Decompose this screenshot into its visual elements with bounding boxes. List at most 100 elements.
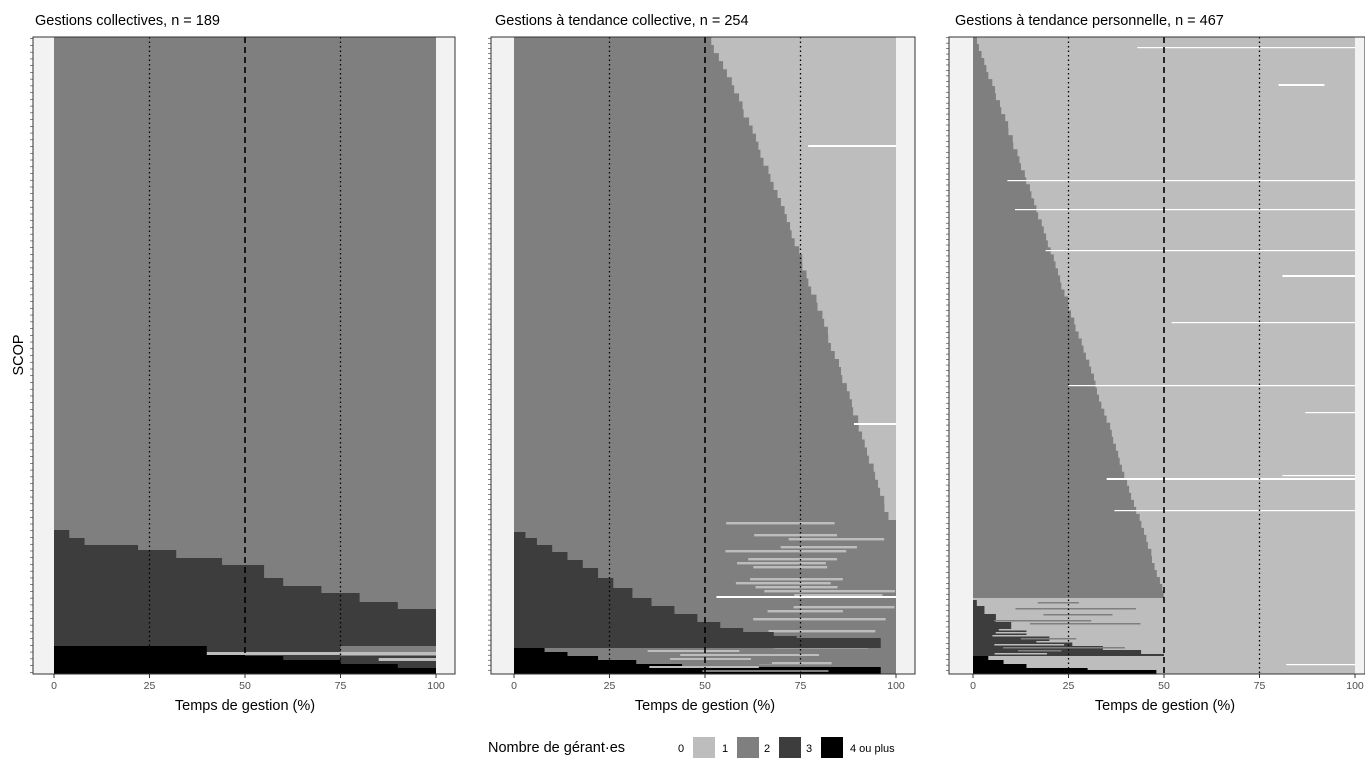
seq-row — [1043, 614, 1113, 616]
seq-row — [766, 574, 843, 577]
seq-level-0-segment — [1278, 84, 1325, 86]
seq-row — [750, 578, 843, 581]
seq-level-3 — [973, 600, 1164, 656]
seq-level-1 — [705, 37, 896, 520]
seq-level-0-segment — [1007, 180, 1355, 182]
panel-title-3: Gestions à tendance personnelle, n = 467 — [955, 13, 1224, 29]
seq-level-4 — [514, 648, 881, 674]
seq-row — [726, 522, 835, 525]
x-tick-label: 100 — [427, 680, 445, 692]
y-axis-label: SCOP — [11, 334, 27, 375]
x-tick-label: 25 — [604, 680, 616, 692]
x-axis-label-3: Temps de gestion (%) — [1095, 698, 1235, 714]
seq-row — [764, 590, 896, 593]
seq-row — [737, 562, 826, 565]
seq-row — [1036, 641, 1157, 643]
seq-row — [754, 534, 838, 537]
x-tick-label: 25 — [144, 680, 156, 692]
seq-row — [767, 610, 843, 613]
seq-row — [772, 658, 835, 661]
legend-swatch — [737, 737, 759, 758]
seq-row — [794, 594, 883, 597]
seq-row — [735, 582, 831, 585]
x-tick-label: 75 — [795, 680, 807, 692]
seq-level-0-segment — [1171, 322, 1355, 324]
x-axis-label-2: Temps de gestion (%) — [635, 698, 775, 714]
legend-title: Nombre de gérant·es — [488, 740, 625, 756]
seq-row — [1003, 647, 1125, 649]
seq-level-0-segment — [1045, 250, 1355, 252]
seq-level-0-segment — [1305, 412, 1355, 414]
seq-row — [992, 635, 1101, 637]
seq-level-3 — [514, 532, 881, 648]
seq-level-0-segment — [1282, 275, 1355, 277]
x-tick-label: 100 — [887, 680, 905, 692]
x-tick-label: 50 — [239, 680, 251, 692]
seq-row — [670, 658, 751, 660]
seq-row — [994, 620, 1092, 622]
seq-row — [724, 598, 832, 601]
legend-swatch — [779, 737, 801, 758]
seq-row — [998, 629, 1054, 631]
seq-row — [748, 558, 838, 561]
seq-row — [647, 650, 740, 652]
seq-row — [755, 586, 838, 589]
seq-row — [773, 650, 847, 653]
plot-border — [32, 36, 456, 675]
seq-row — [1017, 605, 1111, 607]
seq-row — [752, 570, 873, 573]
seq-row — [753, 566, 828, 569]
seq-row — [773, 634, 842, 637]
sequences — [514, 37, 896, 674]
seq-level-0-segment — [1114, 510, 1355, 512]
seq-row — [1060, 617, 1126, 619]
seq-row — [1046, 626, 1101, 628]
seq-level-0-segment — [853, 423, 896, 425]
seq-row — [1015, 608, 1136, 610]
seq-level-1-segment — [206, 652, 436, 655]
seq-row — [738, 602, 851, 605]
seq-row — [768, 614, 881, 617]
legend-label: 4 ou plus — [850, 743, 895, 755]
seq-level-0-segment — [1137, 47, 1355, 49]
sequences — [973, 37, 1355, 674]
seq-row — [754, 526, 845, 529]
seq-row — [994, 644, 1065, 646]
x-tick-label: 75 — [335, 680, 347, 692]
seq-level-0-segment — [1015, 209, 1355, 211]
seq-level-0-segment — [1282, 475, 1355, 477]
x-tick-label: 50 — [1158, 680, 1170, 692]
x-axis-label-1: Temps de gestion (%) — [175, 698, 315, 714]
legend-swatch — [821, 737, 843, 758]
x-tick-label: 0 — [51, 680, 57, 692]
seq-row — [649, 666, 759, 668]
panel-gestions-collectives: 0 25 50 75 100 — [30, 36, 456, 692]
x-tick-label: 75 — [1254, 680, 1266, 692]
seq-level-0-segment — [1106, 478, 1355, 480]
panel-tendance-personnelle: 0 25 50 75 100 — [946, 36, 1365, 692]
legend-label: 3 — [806, 743, 812, 755]
legend-label: 2 — [764, 743, 770, 755]
seq-row — [1018, 650, 1062, 652]
panel-title-2: Gestions à tendance collective, n = 254 — [495, 13, 749, 29]
seq-level-0-segment — [1286, 664, 1355, 666]
seq-row — [752, 622, 891, 625]
seq-row — [725, 550, 847, 553]
seq-row — [788, 538, 885, 541]
seq-row — [735, 542, 830, 545]
seq-row — [994, 653, 1048, 655]
seq-row — [797, 626, 852, 629]
x-tick-label: 0 — [970, 680, 976, 692]
seq-row — [1020, 638, 1077, 640]
x-tick-label: 50 — [699, 680, 711, 692]
seq-row — [680, 654, 820, 656]
seq-level-0-segment — [716, 596, 896, 598]
seq-row — [649, 662, 772, 664]
x-tick-label: 25 — [1063, 680, 1075, 692]
seq-level-0-segment — [1068, 385, 1355, 387]
seq-row — [768, 630, 876, 633]
seq-level-0-segment — [808, 145, 896, 147]
legend-label: 0 — [678, 743, 684, 755]
plot-border — [490, 36, 916, 675]
